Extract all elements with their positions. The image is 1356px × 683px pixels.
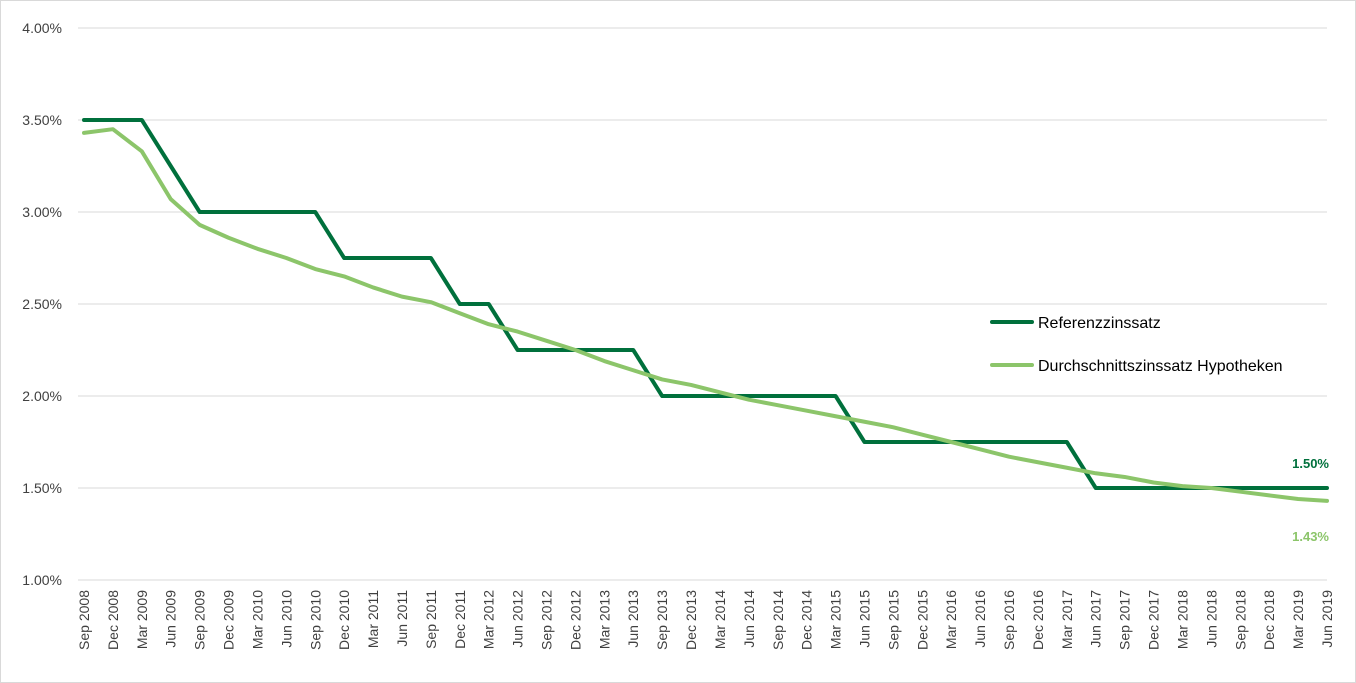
y-tick-label: 2.50% bbox=[22, 296, 62, 312]
x-tick-label: Dec 2013 bbox=[683, 590, 699, 650]
series-line-1 bbox=[82, 127, 1329, 503]
x-tick-label: Jun 2009 bbox=[163, 590, 179, 648]
x-tick-label: Sep 2017 bbox=[1117, 590, 1133, 650]
x-tick-label: Mar 2009 bbox=[134, 590, 150, 649]
x-tick-label: Jun 2014 bbox=[741, 590, 757, 648]
x-tick-label: Dec 2017 bbox=[1146, 590, 1162, 650]
y-tick-label: 3.00% bbox=[22, 204, 62, 220]
legend-label: Durchschnittszinssatz Hypotheken bbox=[1038, 358, 1283, 375]
x-tick-label: Sep 2008 bbox=[76, 590, 92, 650]
x-tick-label: Jun 2019 bbox=[1319, 590, 1335, 648]
x-tick-label: Jun 2016 bbox=[972, 590, 988, 648]
x-tick-label: Mar 2018 bbox=[1174, 590, 1190, 649]
x-tick-label: Mar 2010 bbox=[249, 590, 265, 649]
x-tick-label: Jun 2018 bbox=[1203, 590, 1219, 648]
x-tick-label: Sep 2016 bbox=[1001, 590, 1017, 650]
y-tick-label: 1.00% bbox=[22, 572, 62, 588]
y-tick-label: 1.50% bbox=[22, 480, 62, 496]
x-tick-label: Dec 2009 bbox=[221, 590, 237, 650]
x-tick-label: Jun 2015 bbox=[856, 590, 872, 648]
y-tick-label: 2.00% bbox=[22, 388, 62, 404]
y-tick-label: 4.00% bbox=[22, 20, 62, 36]
gridlines bbox=[78, 27, 1327, 581]
legend-label: Referenzzinssatz bbox=[1038, 315, 1161, 332]
x-tick-label: Dec 2011 bbox=[452, 590, 468, 649]
x-tick-label: Dec 2018 bbox=[1261, 590, 1277, 650]
x-tick-label: Sep 2018 bbox=[1232, 590, 1248, 650]
legend: Referenzzinssatz Durchschnittszinssatz Hy… bbox=[990, 315, 1283, 375]
x-tick-label: Sep 2010 bbox=[307, 590, 323, 650]
x-tick-label: Sep 2012 bbox=[539, 590, 555, 650]
x-tick-label: Sep 2009 bbox=[192, 590, 208, 650]
x-tick-label: Dec 2010 bbox=[336, 590, 352, 650]
x-tick-label: Jun 2013 bbox=[625, 590, 641, 648]
x-tick-label: Mar 2014 bbox=[712, 590, 728, 649]
x-tick-label: Mar 2019 bbox=[1290, 590, 1306, 649]
end-value-label: 1.43% bbox=[1292, 529, 1329, 544]
x-tick-label: Sep 2011 bbox=[423, 590, 439, 649]
x-tick-label: Dec 2012 bbox=[567, 590, 583, 650]
x-tick-label: Jun 2011 bbox=[394, 590, 410, 647]
x-tick-label: Mar 2011 bbox=[365, 590, 381, 648]
x-tick-label: Mar 2013 bbox=[596, 590, 612, 649]
y-tick-label: 3.50% bbox=[22, 112, 62, 128]
x-tick-label: Mar 2016 bbox=[943, 590, 959, 649]
x-tick-label: Mar 2012 bbox=[481, 590, 497, 649]
x-tick-label: Dec 2014 bbox=[799, 590, 815, 650]
x-tick-label: Sep 2013 bbox=[654, 590, 670, 650]
series-line-0 bbox=[82, 118, 1329, 490]
end-value-label: 1.50% bbox=[1292, 456, 1329, 471]
end-labels: 1.50% 1.43% bbox=[1292, 456, 1329, 544]
x-tick-label: Jun 2017 bbox=[1088, 590, 1104, 648]
x-tick-label: Dec 2016 bbox=[1030, 590, 1046, 650]
x-tick-label: Mar 2015 bbox=[828, 590, 844, 649]
x-tick-label: Dec 2015 bbox=[914, 590, 930, 650]
x-tick-label: Mar 2017 bbox=[1059, 590, 1075, 649]
x-tick-label: Jun 2010 bbox=[278, 590, 294, 648]
x-axis-ticks: Sep 2008 Dec 2008 Mar 2009 Jun 2009 Sep 2009… bbox=[76, 590, 1335, 650]
x-tick-label: Sep 2015 bbox=[885, 590, 901, 650]
x-tick-label: Dec 2008 bbox=[105, 590, 121, 650]
x-tick-label: Jun 2012 bbox=[510, 590, 526, 648]
y-axis-ticks: 1.00% 1.50% 2.00% 2.50% 3.00% 3.50% 4.00% bbox=[22, 20, 62, 588]
x-tick-label: Sep 2014 bbox=[770, 590, 786, 650]
series-lines bbox=[82, 118, 1329, 503]
